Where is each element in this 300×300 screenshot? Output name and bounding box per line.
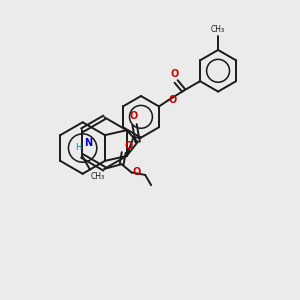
- Text: O: O: [169, 95, 177, 106]
- Text: O: O: [125, 140, 133, 151]
- Text: CH₃: CH₃: [211, 25, 225, 34]
- Text: H: H: [75, 143, 81, 152]
- Text: N: N: [84, 138, 92, 148]
- Text: O: O: [129, 110, 138, 121]
- Text: CH₃: CH₃: [91, 172, 105, 181]
- Text: O: O: [170, 68, 178, 79]
- Text: O: O: [133, 167, 141, 178]
